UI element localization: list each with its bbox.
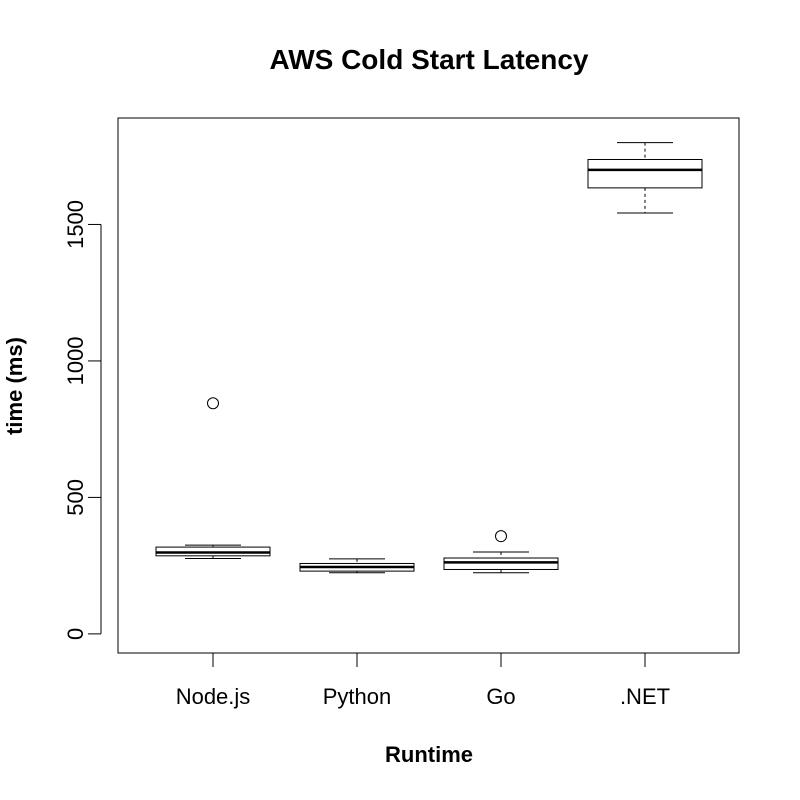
x-axis: Node.js Python Go .NET <box>176 653 670 709</box>
y-tick-label: 0 <box>63 628 88 640</box>
plot-frame <box>117 117 740 654</box>
x-tick-label: Node.js <box>176 684 251 709</box>
y-tick-label: 500 <box>63 479 88 516</box>
x-axis-title: Runtime <box>385 742 473 767</box>
box-net <box>587 142 703 214</box>
x-tick-label: .NET <box>620 684 670 709</box>
y-tick-label: 1000 <box>63 336 88 385</box>
box-nodejs <box>155 397 271 560</box>
box-go <box>443 530 559 574</box>
y-axis: 0 500 1000 1500 <box>63 200 102 640</box>
x-tick-label: Go <box>486 684 515 709</box>
y-axis-title: time (ms) <box>2 337 27 435</box>
chart-title: AWS Cold Start Latency <box>270 44 589 75</box>
outlier-point <box>495 530 507 543</box>
box-python <box>299 558 415 574</box>
iqr-box <box>443 557 559 570</box>
outlier-point <box>207 397 219 410</box>
box-plots <box>155 142 703 574</box>
x-tick-label: Python <box>323 684 392 709</box>
iqr-box <box>587 158 703 189</box>
y-tick-label: 1500 <box>63 200 88 249</box>
